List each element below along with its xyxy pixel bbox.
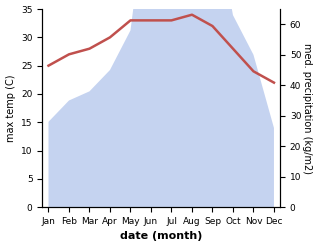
Y-axis label: med. precipitation (kg/m2): med. precipitation (kg/m2) [302,43,313,174]
X-axis label: date (month): date (month) [120,231,203,242]
Y-axis label: max temp (C): max temp (C) [5,74,16,142]
